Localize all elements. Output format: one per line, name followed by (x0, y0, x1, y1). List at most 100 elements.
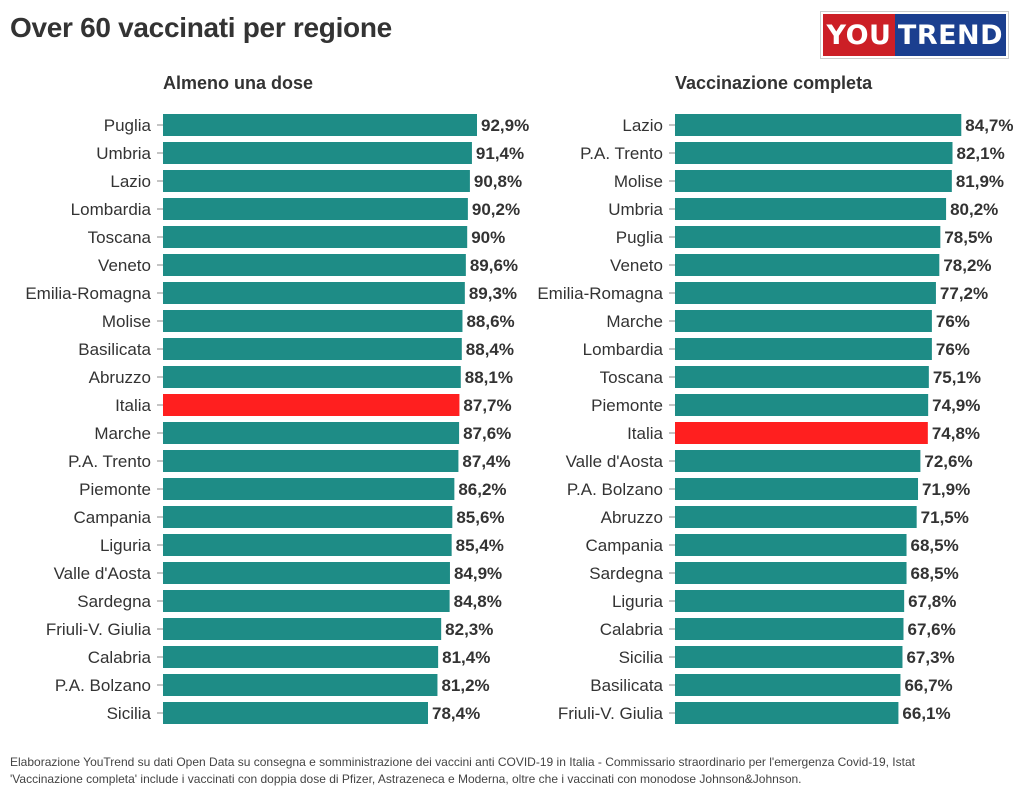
category-label-first-dose: Lombardia (71, 200, 152, 219)
category-label-full-vaccination: Calabria (600, 620, 664, 639)
category-label-full-vaccination: Puglia (616, 228, 664, 247)
value-label-full-vaccination: 77,2% (940, 284, 988, 303)
bar-first-dose (163, 338, 462, 360)
bar-first-dose (163, 422, 460, 444)
category-label-first-dose: Toscana (88, 228, 152, 247)
category-label-full-vaccination: Liguria (612, 592, 664, 611)
bar-first-dose (163, 562, 450, 584)
category-label-first-dose: Marche (94, 424, 151, 443)
footnote-definition: 'Vaccinazione completa' include i vaccin… (10, 772, 802, 786)
category-label-first-dose: Piemonte (79, 480, 151, 499)
value-label-first-dose: 87,4% (462, 452, 510, 471)
value-label-full-vaccination: 80,2% (950, 200, 998, 219)
bar-first-dose (163, 534, 452, 556)
category-label-first-dose: Basilicata (78, 340, 151, 359)
category-label-full-vaccination: Campania (586, 536, 664, 555)
bar-full-vaccination (675, 506, 917, 528)
value-label-full-vaccination: 67,6% (907, 620, 955, 639)
value-label-first-dose: 88,1% (465, 368, 513, 387)
bar-full-vaccination (675, 282, 936, 304)
value-label-first-dose: 84,8% (454, 592, 502, 611)
bar-full-vaccination (675, 198, 947, 220)
bar-first-dose (163, 142, 472, 164)
value-label-full-vaccination: 78,5% (944, 228, 992, 247)
chart-title-full-vaccination: Vaccinazione completa (675, 73, 873, 93)
bar-first-dose (163, 226, 468, 248)
footnote-source: Elaborazione YouTrend su dati Open Data … (10, 755, 915, 769)
bar-chart-full-vaccination: Lazio 84,7% P.A. Trento 82,1% Molise 81,9% Umb… (537, 114, 1013, 724)
bar-full-vaccination (675, 254, 940, 276)
value-label-full-vaccination: 75,1% (933, 368, 981, 387)
value-label-full-vaccination: 74,8% (932, 424, 980, 443)
bar-first-dose (163, 618, 442, 640)
value-label-full-vaccination: 74,9% (932, 396, 980, 415)
category-label-full-vaccination: P.A. Trento (580, 144, 663, 163)
category-label-full-vaccination: Piemonte (591, 396, 663, 415)
category-label-first-dose: Lazio (110, 172, 151, 191)
category-label-full-vaccination: Marche (606, 312, 663, 331)
value-label-first-dose: 87,7% (463, 396, 511, 415)
category-label-full-vaccination: Italia (627, 424, 663, 443)
category-label-full-vaccination: P.A. Bolzano (567, 480, 663, 499)
value-label-full-vaccination: 71,5% (921, 508, 969, 527)
bar-first-dose (163, 310, 463, 332)
category-label-first-dose: P.A. Trento (68, 452, 151, 471)
value-label-first-dose: 81,2% (441, 676, 489, 695)
value-label-first-dose: 91,4% (476, 144, 524, 163)
value-label-full-vaccination: 72,6% (924, 452, 972, 471)
category-label-first-dose: Calabria (88, 648, 152, 667)
value-label-full-vaccination: 68,5% (911, 536, 959, 555)
value-label-first-dose: 90,8% (474, 172, 522, 191)
bar-full-vaccination (675, 562, 907, 584)
value-label-full-vaccination: 66,1% (902, 704, 950, 723)
category-label-first-dose: Friuli-V. Giulia (46, 620, 152, 639)
value-label-first-dose: 89,3% (469, 284, 517, 303)
category-label-full-vaccination: Veneto (610, 256, 663, 275)
category-label-full-vaccination: Emilia-Romagna (537, 284, 663, 303)
category-label-first-dose: Italia (115, 396, 151, 415)
category-label-first-dose: Molise (102, 312, 151, 331)
bar-full-vaccination (675, 534, 907, 556)
bar-first-dose (163, 114, 478, 136)
category-label-first-dose: Emilia-Romagna (25, 284, 151, 303)
youtrend-logo: YOU TREND (821, 12, 1008, 58)
bar-full-vaccination (675, 310, 932, 332)
value-label-full-vaccination: 81,9% (956, 172, 1004, 191)
value-label-full-vaccination: 67,3% (906, 648, 954, 667)
category-label-full-vaccination: Basilicata (590, 676, 663, 695)
value-label-first-dose: 88,4% (466, 340, 514, 359)
bar-first-dose (163, 590, 450, 612)
highlight-bar-full-vaccination (675, 422, 928, 444)
category-label-first-dose: Veneto (98, 256, 151, 275)
value-label-first-dose: 86,2% (458, 480, 506, 499)
bar-full-vaccination (675, 394, 929, 416)
value-label-first-dose: 92,9% (481, 116, 529, 135)
category-label-first-dose: Puglia (104, 116, 152, 135)
bar-full-vaccination (675, 590, 905, 612)
value-label-full-vaccination: 71,9% (922, 480, 970, 499)
bar-full-vaccination (675, 114, 962, 136)
bar-full-vaccination (675, 450, 921, 472)
value-label-full-vaccination: 76% (936, 312, 970, 331)
bar-full-vaccination (675, 702, 899, 724)
value-label-full-vaccination: 76% (936, 340, 970, 359)
value-label-first-dose: 84,9% (454, 564, 502, 583)
category-label-first-dose: Sardegna (77, 592, 151, 611)
bar-first-dose (163, 478, 455, 500)
category-label-first-dose: Campania (74, 508, 152, 527)
value-label-full-vaccination: 82,1% (956, 144, 1004, 163)
category-label-first-dose: Liguria (100, 536, 152, 555)
bar-first-dose (163, 282, 465, 304)
bar-first-dose (163, 366, 461, 388)
category-label-full-vaccination: Friuli-V. Giulia (558, 704, 664, 723)
category-label-full-vaccination: Abruzzo (601, 508, 663, 527)
category-label-first-dose: Abruzzo (89, 368, 151, 387)
category-label-first-dose: Sicilia (107, 704, 152, 723)
value-label-full-vaccination: 66,7% (904, 676, 952, 695)
category-label-full-vaccination: Umbria (608, 200, 663, 219)
category-label-full-vaccination: Lazio (622, 116, 663, 135)
bar-full-vaccination (675, 226, 941, 248)
category-label-first-dose: P.A. Bolzano (55, 676, 151, 695)
value-label-first-dose: 82,3% (445, 620, 493, 639)
value-label-full-vaccination: 68,5% (911, 564, 959, 583)
